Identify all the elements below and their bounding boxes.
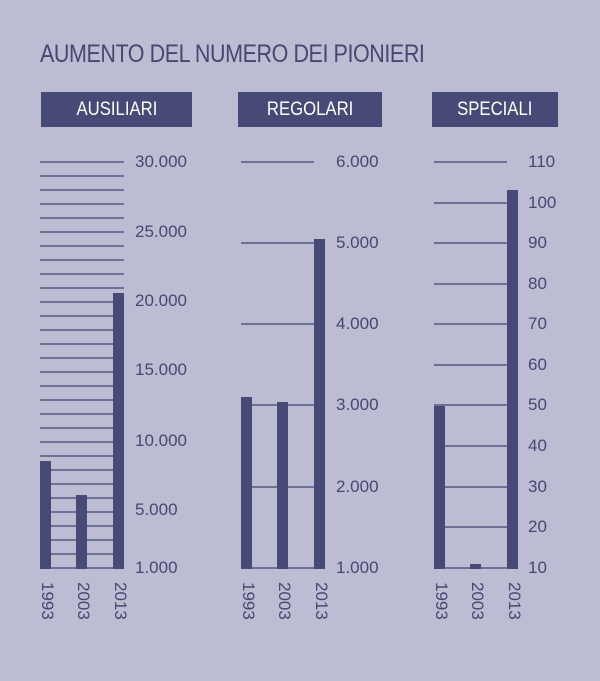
gridline bbox=[40, 441, 124, 443]
gridline bbox=[40, 483, 124, 485]
x-category-label: 2013 bbox=[312, 582, 331, 620]
panel-header-regolari: REGOLARI bbox=[238, 92, 382, 127]
y-tick-label: 3.000 bbox=[336, 395, 379, 414]
x-category-label: 1993 bbox=[432, 582, 451, 620]
gridline bbox=[40, 203, 124, 205]
y-tick-label: 50 bbox=[528, 395, 547, 414]
gridline bbox=[40, 217, 124, 219]
x-category-label: 2013 bbox=[505, 582, 524, 620]
gridline bbox=[40, 385, 124, 387]
x-category-label: 2003 bbox=[468, 582, 487, 620]
y-tick-label: 90 bbox=[528, 233, 547, 252]
y-tick-label: 1.000 bbox=[336, 558, 379, 577]
bar-1993 bbox=[241, 397, 252, 569]
x-category-label: 2013 bbox=[111, 582, 130, 620]
y-tick-label: 5.000 bbox=[135, 500, 178, 519]
gridline bbox=[40, 301, 124, 303]
gridline bbox=[40, 287, 124, 289]
bar-1993 bbox=[40, 461, 51, 569]
gridline bbox=[241, 161, 314, 163]
y-tick-label: 60 bbox=[528, 355, 547, 374]
gridline bbox=[434, 202, 507, 204]
gridline bbox=[40, 413, 124, 415]
gridline bbox=[434, 445, 507, 447]
bar-2003 bbox=[76, 494, 87, 569]
gridline bbox=[40, 343, 124, 345]
gridline bbox=[241, 242, 314, 244]
gridline bbox=[40, 371, 124, 373]
y-tick-label: 20 bbox=[528, 517, 547, 536]
bar-2003 bbox=[470, 563, 481, 569]
gridline bbox=[434, 526, 507, 528]
gridline bbox=[40, 329, 124, 331]
gridline bbox=[434, 161, 507, 163]
y-tick-label: 2.000 bbox=[336, 477, 379, 496]
bar-2003 bbox=[277, 401, 288, 569]
y-tick-label: 80 bbox=[528, 274, 547, 293]
bar-2013 bbox=[113, 293, 124, 569]
gridline bbox=[40, 189, 124, 191]
gridline bbox=[40, 273, 124, 275]
x-category-label: 1993 bbox=[239, 582, 258, 620]
gridline bbox=[434, 323, 507, 325]
gridline bbox=[40, 175, 124, 177]
gridline bbox=[40, 455, 124, 457]
y-tick-label: 30 bbox=[528, 477, 547, 496]
gridline bbox=[434, 364, 507, 366]
gridline bbox=[40, 259, 124, 261]
y-tick-label: 10.000 bbox=[135, 431, 187, 450]
gridline bbox=[40, 231, 124, 233]
panel-header-label: AUSILIARI bbox=[76, 98, 157, 120]
gridline bbox=[40, 161, 124, 163]
bar-1993 bbox=[434, 405, 445, 569]
x-category-label: 2003 bbox=[275, 582, 294, 620]
y-tick-label: 110 bbox=[528, 152, 556, 171]
gridline bbox=[434, 283, 507, 285]
bar-2013 bbox=[507, 190, 518, 569]
gridline bbox=[40, 469, 124, 471]
y-tick-label: 25.000 bbox=[135, 222, 187, 241]
bar-2013 bbox=[314, 239, 325, 569]
y-tick-label: 10 bbox=[528, 558, 547, 577]
panel-header-ausiliari: AUSILIARI bbox=[41, 92, 192, 127]
y-tick-label: 40 bbox=[528, 436, 547, 455]
gridline bbox=[40, 399, 124, 401]
gridline bbox=[241, 323, 314, 325]
chart-title: AUMENTO DEL NUMERO DEI PIONIERI bbox=[40, 40, 425, 68]
panel-header-label: REGOLARI bbox=[266, 98, 354, 120]
gridline bbox=[434, 404, 507, 406]
y-tick-label: 20.000 bbox=[135, 291, 187, 310]
panel-header-label: SPECIALI bbox=[457, 98, 533, 120]
y-tick-label: 4.000 bbox=[336, 314, 379, 333]
y-tick-label: 5.000 bbox=[336, 233, 379, 252]
y-tick-label: 70 bbox=[528, 314, 547, 333]
x-category-label: 2003 bbox=[74, 582, 93, 620]
gridline bbox=[434, 486, 507, 488]
y-tick-label: 100 bbox=[528, 193, 557, 212]
gridline bbox=[40, 245, 124, 247]
gridline bbox=[434, 242, 507, 244]
y-tick-label: 6.000 bbox=[336, 152, 379, 171]
x-category-label: 1993 bbox=[38, 582, 57, 620]
gridline bbox=[40, 427, 124, 429]
gridline bbox=[40, 315, 124, 317]
y-tick-label: 30.000 bbox=[135, 152, 187, 171]
panel-header-speciali: SPECIALI bbox=[432, 92, 558, 127]
y-tick-label: 15.000 bbox=[135, 360, 187, 379]
gridline bbox=[40, 357, 124, 359]
y-tick-label: 1.000 bbox=[135, 558, 178, 577]
